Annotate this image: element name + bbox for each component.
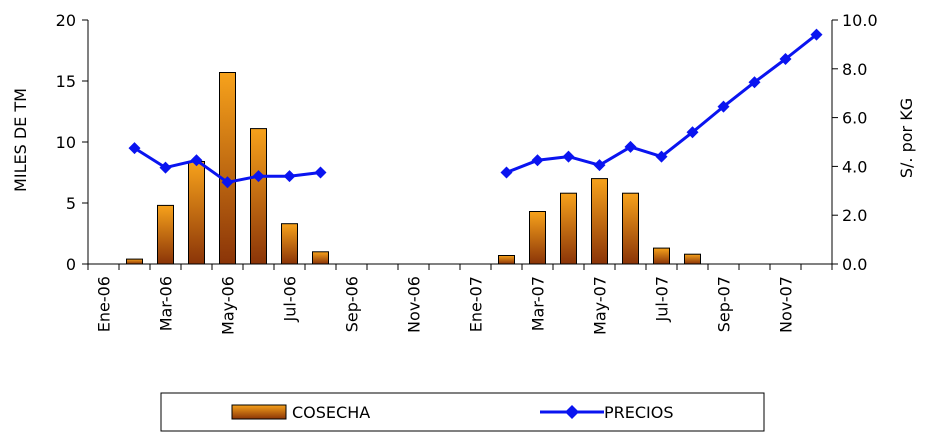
bar-cosecha-feb-06 xyxy=(126,258,143,265)
precios-point-jul-07 xyxy=(655,150,668,163)
x-tick-label: Sep-07 xyxy=(715,276,734,332)
right-tick-label: 4.0 xyxy=(842,157,867,176)
bar-cosecha-abr-07 xyxy=(560,192,577,265)
left-axis-title: MILES DE TM xyxy=(11,88,30,192)
x-tick-label: May-07 xyxy=(591,276,610,335)
precios-point-nov-07 xyxy=(779,53,792,66)
right-tick-label: 0.0 xyxy=(842,255,867,274)
right-axis-title: S/. por KG xyxy=(897,98,916,178)
price-line-layer xyxy=(128,28,823,189)
precios-point-oct-07 xyxy=(748,76,761,89)
x-tick-label: Sep-06 xyxy=(343,276,362,332)
x-tick-label: Mar-06 xyxy=(157,276,176,331)
right-tick-label: 2.0 xyxy=(842,206,867,225)
x-tick-label: Nov-07 xyxy=(777,276,796,333)
right-ticks-layer: 0.0 2.0 4.0 6.0 8.0 10.0 xyxy=(832,11,878,274)
x-tick-label: Nov-06 xyxy=(405,276,424,333)
x-tick-label: Mar-07 xyxy=(529,276,548,331)
bar-cosecha-jul-07 xyxy=(653,247,670,265)
legend: COSECHA PRECIOS xyxy=(160,392,765,432)
legend-cosecha-label: COSECHA xyxy=(292,403,370,422)
x-tick-label: Jul-06 xyxy=(281,276,300,322)
left-tick-label: 15 xyxy=(56,72,76,91)
left-tick-label: 20 xyxy=(56,11,76,30)
left-tick-label: 0 xyxy=(66,255,76,274)
x-tick-label: May-06 xyxy=(219,276,238,335)
precios-point-may-07 xyxy=(593,159,606,172)
legend-precios-marker xyxy=(565,405,579,419)
precios-point-feb-06 xyxy=(128,142,141,155)
bar-cosecha-jun-07 xyxy=(622,192,639,265)
right-tick-label: 8.0 xyxy=(842,60,867,79)
precios-point-dic-07 xyxy=(810,28,823,41)
bar-cosecha-mar-06 xyxy=(157,204,174,265)
left-tick-label: 5 xyxy=(66,194,76,213)
x-tick-label: Ene-07 xyxy=(467,276,486,332)
bar-cosecha-jul-06 xyxy=(281,223,298,265)
precios-point-feb-07 xyxy=(500,166,513,179)
precios-point-jul-06 xyxy=(283,170,296,183)
right-tick-label: 6.0 xyxy=(842,109,867,128)
precios-point-mar-06 xyxy=(159,161,172,174)
left-tick-label: 10 xyxy=(56,133,76,152)
bar-cosecha-ago-07 xyxy=(684,253,701,265)
bar-cosecha-abr-06 xyxy=(188,161,205,265)
left-ticks-layer: 0 5 10 15 20 xyxy=(56,11,88,274)
legend-precios-label: PRECIOS xyxy=(604,403,674,422)
bar-cosecha-ago-06 xyxy=(312,251,329,265)
precios-point-ago-06 xyxy=(314,166,327,179)
bar-cosecha-feb-07 xyxy=(498,255,515,265)
right-tick-label: 10.0 xyxy=(842,11,878,30)
bar-cosecha-may-06 xyxy=(219,72,236,265)
precios-point-jun-06 xyxy=(252,170,265,183)
precios-point-sep-07 xyxy=(717,100,730,113)
precios-point-abr-06 xyxy=(190,154,203,167)
precios-point-mar-07 xyxy=(531,154,544,167)
x-ticks-layer: Ene-06 Mar-06 May-06 Jul-06 Sep-06 Nov-06 Ene-… xyxy=(87,264,833,335)
precios-point-may-06 xyxy=(221,176,234,189)
x-tick-label: Jul-07 xyxy=(653,276,672,322)
bar-cosecha-jun-06 xyxy=(250,128,267,265)
bars-layer xyxy=(126,72,701,265)
precios-point-abr-07 xyxy=(562,150,575,163)
legend-cosecha-swatch xyxy=(231,404,287,420)
bar-cosecha-mar-07 xyxy=(529,211,546,265)
precios-point-jun-07 xyxy=(624,140,637,153)
x-tick-label: Ene-06 xyxy=(95,276,114,332)
precios-point-ago-07 xyxy=(686,126,699,139)
bar-cosecha-may-07 xyxy=(591,178,608,265)
